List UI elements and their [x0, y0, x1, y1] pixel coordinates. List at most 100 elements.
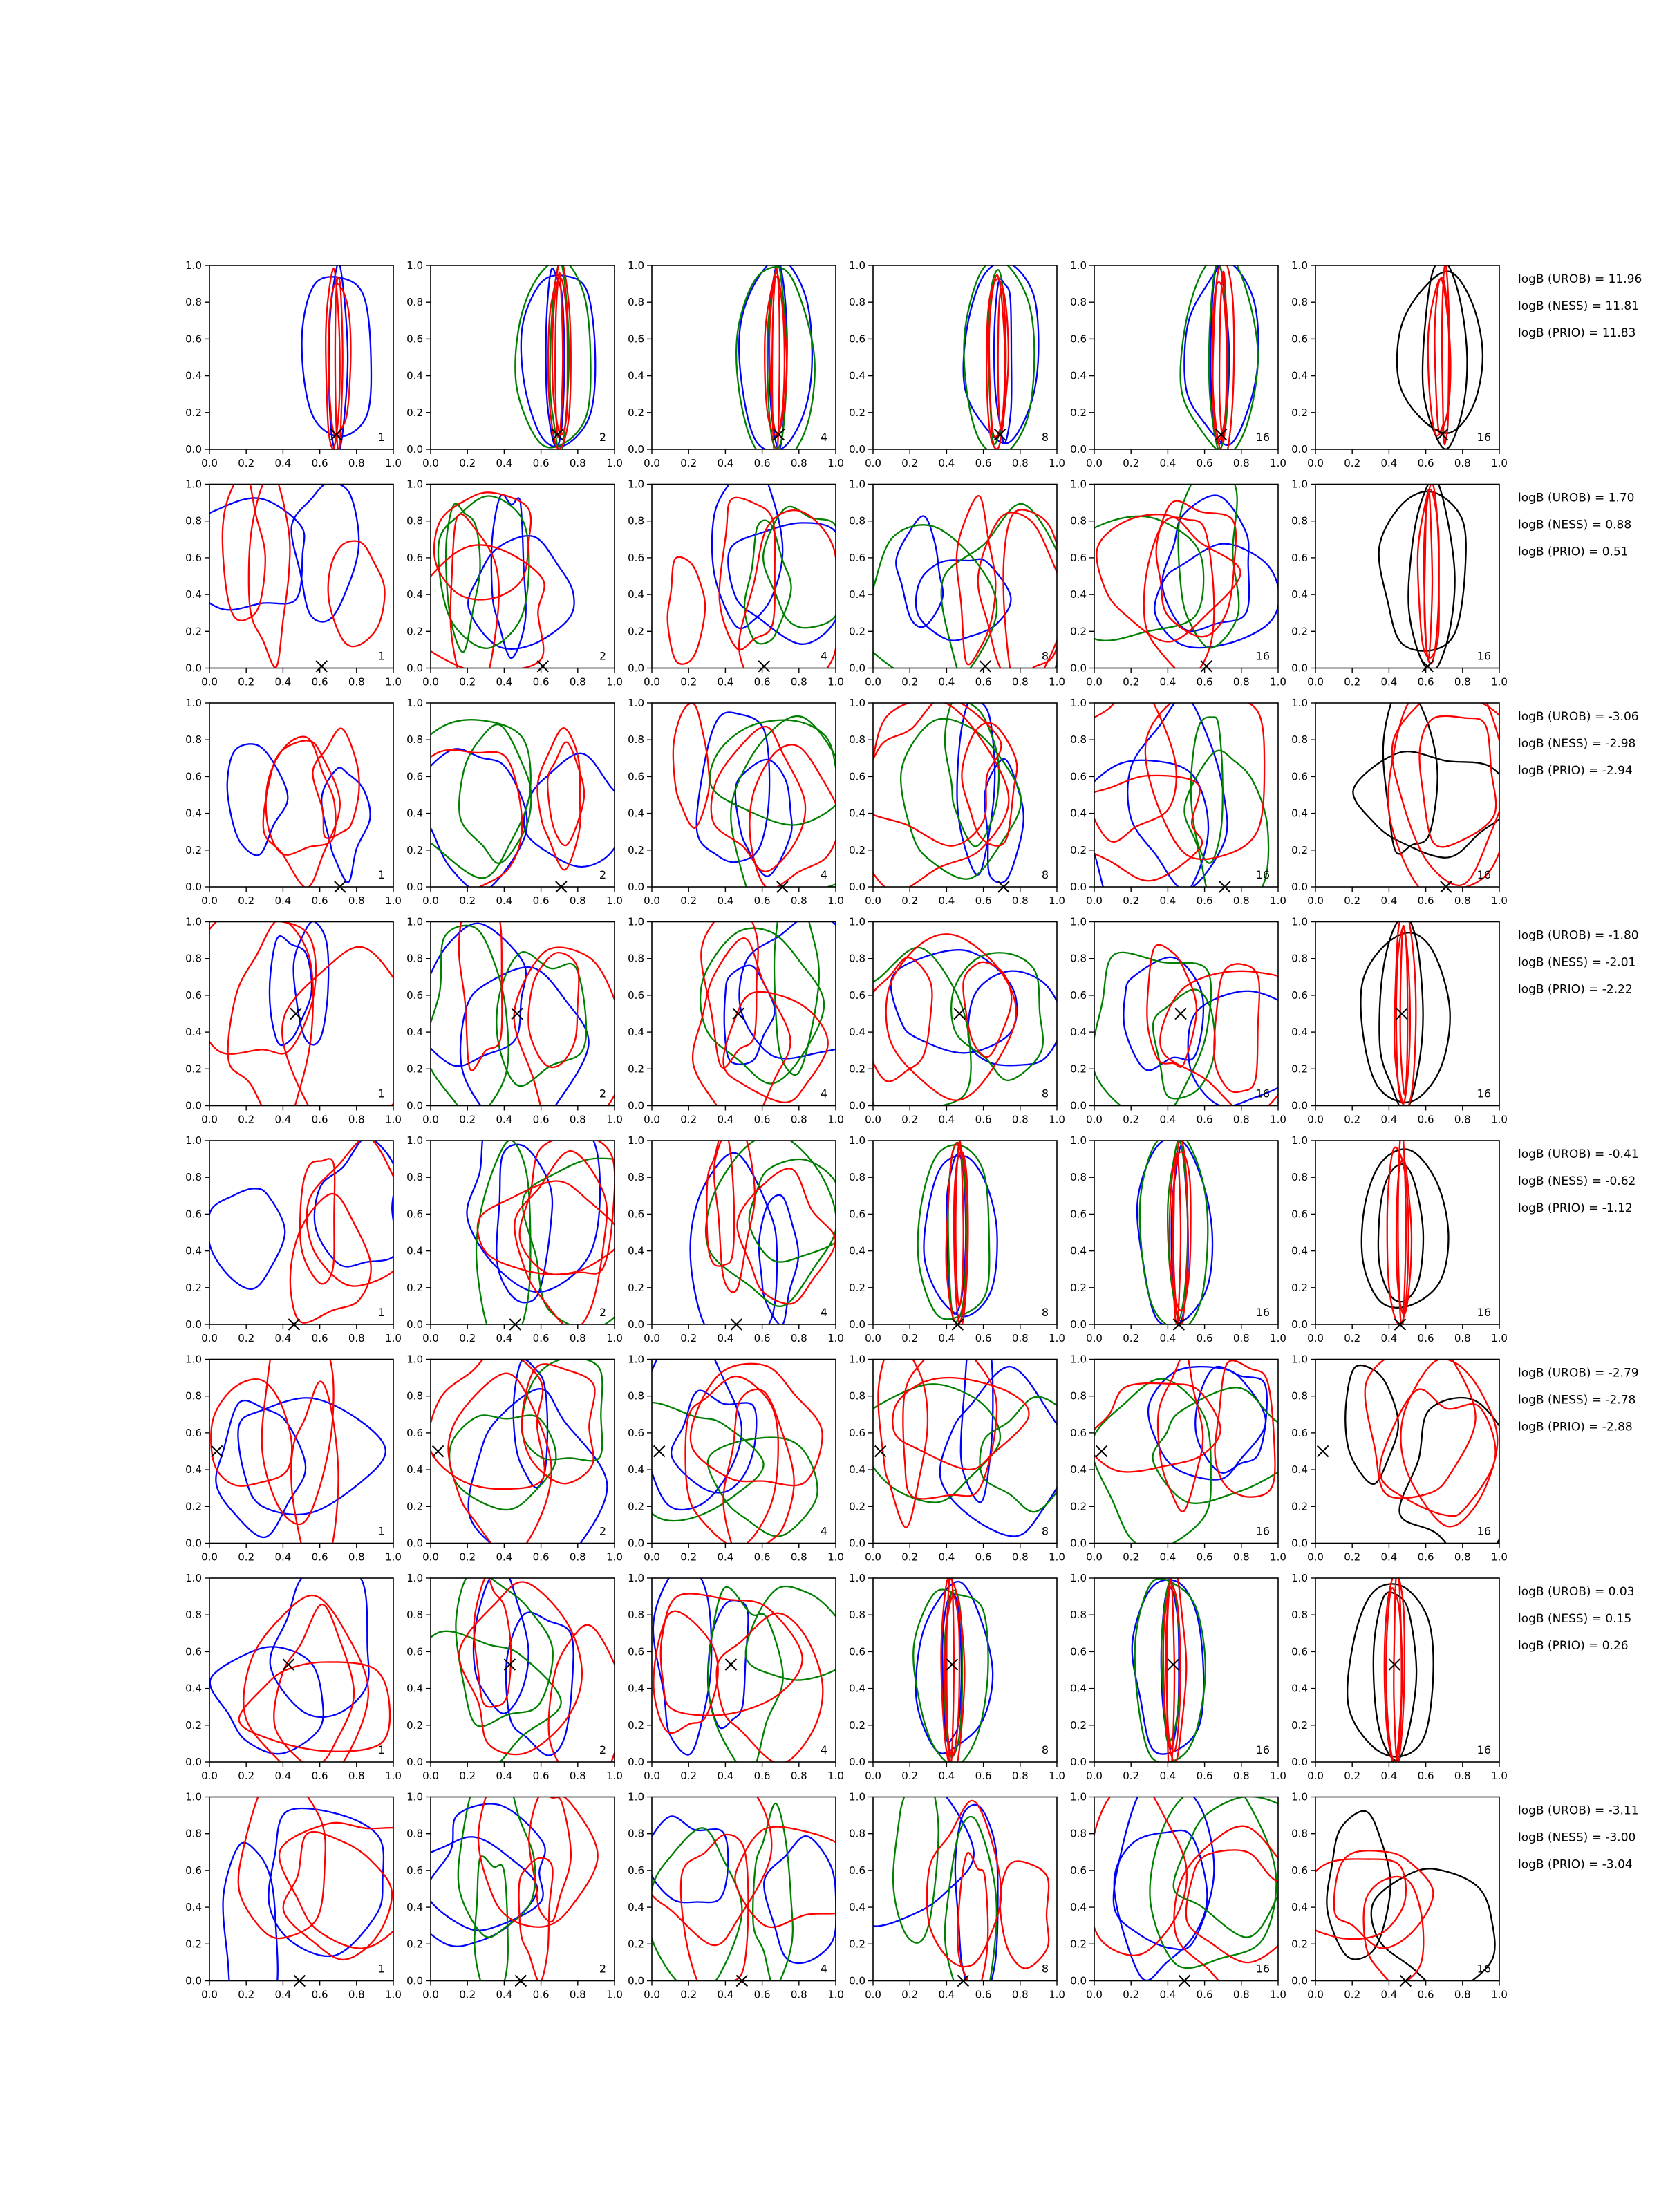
contour-red	[926, 1799, 1002, 1968]
contour-blue	[915, 558, 1012, 641]
x-tick-label: 0.2	[1344, 1332, 1360, 1344]
y-tick-label: 0.6	[406, 332, 423, 345]
x-tick-label: 0.4	[1159, 676, 1176, 688]
x-tick-label: 0.6	[533, 1332, 550, 1344]
contour-red	[521, 1363, 596, 1485]
contour-red	[334, 276, 344, 449]
contour-red	[247, 484, 291, 668]
x-tick-label: 1.0	[1491, 457, 1508, 469]
x-tick-label: 1.0	[827, 894, 844, 907]
contour-group	[1094, 484, 1278, 668]
contour-group	[1315, 1810, 1496, 1981]
x-tick-label: 0.0	[201, 1551, 218, 1564]
panel-r3-c3: 0.0 0.2 0.4 0.6 0.8 1.00.00.20.40.60.81.04	[628, 697, 844, 907]
x-tick-label: 0.4	[938, 1551, 955, 1564]
contour-blue	[923, 1154, 998, 1318]
y-tick-label: 0.0	[185, 1537, 202, 1550]
x-tick-label: 0.4	[274, 894, 291, 907]
y-tick-label: 0.4	[1070, 1245, 1087, 1257]
y-tick-label: 0.0	[406, 1975, 423, 1987]
true-value-marker	[315, 660, 328, 673]
y-tick-label: 0.4	[628, 588, 644, 601]
y-tick-label: 0.4	[1291, 807, 1308, 820]
y-tick-label: 1.0	[1070, 1572, 1087, 1584]
x-tick-label: 0.6	[1418, 894, 1434, 907]
y-tick-label: 0.6	[185, 989, 202, 1002]
contour-blue	[670, 1389, 758, 1494]
x-tick-label: 0.6	[1197, 1332, 1213, 1344]
x-tick-label: 0.0	[1086, 1332, 1103, 1344]
y-tick-label: 0.2	[1291, 844, 1308, 856]
panel-label: 4	[821, 1743, 827, 1756]
contour-group	[301, 265, 373, 449]
y-tick-label: 0.6	[185, 332, 202, 345]
x-tick-label: 0.2	[238, 1989, 254, 2001]
contour-green	[1172, 1797, 1278, 1938]
contour-blue	[1136, 1141, 1214, 1324]
contour-red	[940, 1578, 966, 1762]
axes-frame	[651, 1140, 836, 1325]
contour-red	[955, 495, 997, 666]
x-tick-label: 1.0	[1491, 676, 1508, 688]
y-tick-label: 0.2	[849, 1062, 865, 1075]
panel-label: 8	[1042, 1743, 1049, 1756]
panel-r6-c5: 0.0 0.2 0.4 0.6 0.8 1.00.00.20.40.60.81.016	[1070, 1353, 1286, 1564]
true-value-marker	[732, 1007, 744, 1020]
y-tick-label: 1.0	[1070, 478, 1087, 491]
y-tick-label: 0.0	[185, 443, 202, 456]
true-value-marker	[509, 1318, 522, 1331]
panel-r3-c1: 0.0 0.2 0.4 0.6 0.8 1.00.00.20.40.60.81.01	[185, 697, 402, 907]
x-tick-label: 0.0	[422, 1770, 439, 1782]
y-tick-label: 1.0	[185, 697, 202, 709]
x-tick-label: 0.6	[975, 1551, 992, 1564]
y-tick-label: 0.6	[406, 552, 423, 564]
y-tick-label: 0.0	[628, 1100, 644, 1112]
x-tick-label: 0.6	[754, 1770, 771, 1782]
x-tick-label: 0.4	[938, 457, 955, 469]
contour-red	[659, 1593, 803, 1716]
x-tick-label: 0.6	[975, 676, 992, 688]
y-tick-label: 0.8	[185, 953, 202, 965]
panel-label: 8	[1042, 1087, 1049, 1100]
contour-group	[514, 265, 597, 449]
axes-frame	[1094, 921, 1279, 1107]
contour-group	[209, 921, 393, 1106]
y-tick-label: 0.4	[1291, 370, 1308, 382]
x-tick-label: 1.0	[606, 676, 623, 688]
y-tick-label: 0.2	[185, 406, 202, 419]
contour-blue	[1127, 703, 1228, 887]
x-tick-label: 0.4	[1380, 1551, 1397, 1564]
y-tick-label: 0.4	[849, 1683, 865, 1695]
y-tick-label: 0.8	[1291, 733, 1308, 746]
y-tick-label: 0.2	[1070, 1282, 1087, 1294]
contour-green	[917, 1144, 991, 1320]
contour-group	[912, 1578, 994, 1762]
contour-red	[551, 276, 569, 436]
contour-red	[237, 1797, 326, 1940]
contour-blue	[1154, 543, 1278, 649]
contour-red	[473, 1578, 512, 1708]
contour-red	[749, 744, 836, 887]
panel-label: 1	[378, 1525, 385, 1538]
contour-red	[955, 1141, 964, 1307]
contour-green	[944, 1815, 997, 1981]
y-tick-label: 0.4	[849, 1026, 865, 1038]
panel-label: 16	[1256, 650, 1270, 663]
x-tick-label: 0.8	[1233, 894, 1250, 907]
contour-red	[433, 491, 532, 601]
y-tick-label: 0.8	[628, 1390, 644, 1403]
true-value-marker	[293, 1974, 306, 1987]
contour-blue	[222, 1841, 279, 1981]
contour-green	[940, 503, 1057, 668]
y-tick-label: 0.8	[849, 1609, 865, 1621]
x-tick-label: 0.8	[791, 676, 807, 688]
x-tick-label: 0.8	[570, 457, 586, 469]
contour-red	[210, 1378, 293, 1487]
contour-green	[963, 265, 1035, 449]
x-tick-label: 0.4	[717, 894, 733, 907]
y-tick-label: 0.0	[406, 1537, 423, 1550]
contour-blue	[959, 1359, 994, 1503]
panel-label: 16	[1477, 1743, 1491, 1756]
contour-red	[1185, 1849, 1278, 1964]
true-value-marker	[993, 429, 1006, 441]
